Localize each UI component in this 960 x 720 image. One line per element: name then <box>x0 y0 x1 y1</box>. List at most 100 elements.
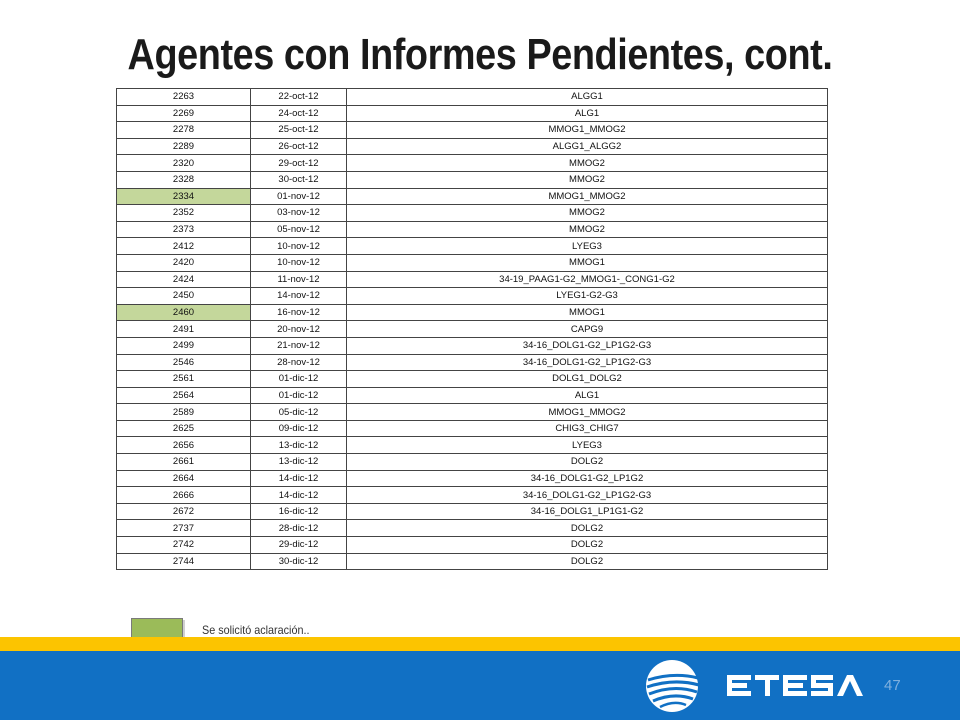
row-id-cell: 2412 <box>116 237 251 255</box>
row-code-cell: DOLG2 <box>346 519 828 538</box>
row-id-cell: 2672 <box>116 502 251 521</box>
row-code-cell: ALG1 <box>346 104 828 123</box>
row-date-cell: 28-nov-12 <box>250 353 347 372</box>
row-date-cell: 05-dic-12 <box>250 403 347 421</box>
table-row: 2320 29-oct-12 MMOG2 <box>116 154 828 172</box>
row-code-cell: MMOG1_MMOG2 <box>346 121 828 139</box>
table-row: 2564 01-dic-12 ALG1 <box>116 386 828 405</box>
table-row: 2589 05-dic-12 MMOG1_MMOG2 <box>116 403 828 421</box>
row-id-cell: 2278 <box>116 121 251 139</box>
row-id-cell: 2450 <box>116 287 251 305</box>
row-code-cell: DOLG2 <box>346 453 828 471</box>
table-row: 2412 10-nov-12 LYEG3 <box>116 237 828 255</box>
row-code-cell: DOLG1_DOLG2 <box>346 370 828 388</box>
row-code-cell: 34-16_DOLG1-G2_LP1G2-G3 <box>346 486 828 504</box>
row-code-cell: CAPG9 <box>346 320 828 338</box>
row-id-cell: 2589 <box>116 403 251 421</box>
row-code-cell: 34-16_DOLG1-G2_LP1G2-G3 <box>346 353 828 372</box>
row-id-cell: 2289 <box>116 137 251 156</box>
row-id-cell: 2656 <box>116 436 251 455</box>
row-id-cell: 2625 <box>116 419 251 438</box>
row-code-cell: 34-16_DOLG1-G2_LP1G2-G3 <box>346 336 828 355</box>
table-row: 2373 05-nov-12 MMOG2 <box>116 220 828 239</box>
row-id-cell: 2737 <box>116 519 251 538</box>
table-row: 2625 09-dic-12 CHIG3_CHIG7 <box>116 419 828 438</box>
row-date-cell: 13-dic-12 <box>250 436 347 455</box>
row-id-cell: 2352 <box>116 204 251 222</box>
legend-swatch <box>131 618 183 638</box>
etesa-logo <box>644 658 864 719</box>
row-code-cell: LYEG3 <box>346 436 828 455</box>
row-date-cell: 01-dic-12 <box>250 370 347 388</box>
row-date-cell: 26-oct-12 <box>250 137 347 156</box>
table-row: 2334 01-nov-12 MMOG1_MMOG2 <box>116 187 828 206</box>
table-row: 2499 21-nov-12 34-16_DOLG1-G2_LP1G2-G3 <box>116 336 828 355</box>
row-id-cell: 2666 <box>116 486 251 504</box>
table-row: 2352 03-nov-12 MMOG2 <box>116 204 828 222</box>
row-id-cell: 2328 <box>116 170 251 189</box>
etesa-globe-icon <box>646 660 863 712</box>
table-row: 2546 28-nov-12 34-16_DOLG1-G2_LP1G2-G3 <box>116 353 828 372</box>
table-row: 2744 30-dic-12 DOLG2 <box>116 552 828 571</box>
row-date-cell: 30-dic-12 <box>250 552 347 571</box>
row-id-cell: 2564 <box>116 386 251 405</box>
table-row: 2742 29-dic-12 DOLG2 <box>116 536 828 554</box>
table-row: 2424 11-nov-12 34-19_PAAG1-G2_MMOG1-_CONG1… <box>116 270 828 289</box>
row-code-cell: ALGG1_ALGG2 <box>346 137 828 156</box>
row-date-cell: 29-oct-12 <box>250 154 347 172</box>
row-code-cell: CHIG3_CHIG7 <box>346 419 828 438</box>
row-code-cell: MMOG2 <box>346 204 828 222</box>
table-row: 2656 13-dic-12 LYEG3 <box>116 436 828 455</box>
row-id-cell: 2269 <box>116 104 251 123</box>
row-id-cell: 2460 <box>116 303 251 322</box>
row-id-cell: 2742 <box>116 536 251 554</box>
row-code-cell: LYEG3 <box>346 237 828 255</box>
row-date-cell: 22-oct-12 <box>250 88 347 106</box>
table-row: 2328 30-oct-12 MMOG2 <box>116 170 828 189</box>
row-id-cell: 2263 <box>116 88 251 106</box>
table-row: 2737 28-dic-12 DOLG2 <box>116 519 828 538</box>
pending-reports-table: 2263 22-oct-12 ALGG1 2269 24-oct-12 ALG1 2278 2… <box>116 88 828 571</box>
row-code-cell: ALGG1 <box>346 88 828 106</box>
row-id-cell: 2546 <box>116 353 251 372</box>
row-date-cell: 14-nov-12 <box>250 287 347 305</box>
table-row: 2450 14-nov-12 LYEG1-G2-G3 <box>116 287 828 305</box>
row-date-cell: 16-nov-12 <box>250 303 347 322</box>
row-code-cell: MMOG2 <box>346 154 828 172</box>
row-id-cell: 2491 <box>116 320 251 338</box>
row-code-cell: MMOG2 <box>346 220 828 239</box>
row-id-cell: 2661 <box>116 453 251 471</box>
row-id-cell: 2334 <box>116 187 251 206</box>
table-row: 2666 14-dic-12 34-16_DOLG1-G2_LP1G2-G3 <box>116 486 828 504</box>
row-date-cell: 09-dic-12 <box>250 419 347 438</box>
row-date-cell: 01-nov-12 <box>250 187 347 206</box>
row-code-cell: DOLG2 <box>346 536 828 554</box>
row-date-cell: 24-oct-12 <box>250 104 347 123</box>
row-code-cell: LYEG1-G2-G3 <box>346 287 828 305</box>
row-date-cell: 28-dic-12 <box>250 519 347 538</box>
table-row: 2278 25-oct-12 MMOG1_MMOG2 <box>116 121 828 139</box>
row-date-cell: 20-nov-12 <box>250 320 347 338</box>
row-id-cell: 2499 <box>116 336 251 355</box>
slide-title: Agentes con Informes Pendientes, cont. <box>127 30 833 79</box>
row-date-cell: 14-dic-12 <box>250 469 347 488</box>
row-date-cell: 10-nov-12 <box>250 253 347 272</box>
row-date-cell: 01-dic-12 <box>250 386 347 405</box>
row-id-cell: 2664 <box>116 469 251 488</box>
table-row: 2263 22-oct-12 ALGG1 <box>116 88 828 106</box>
table-row: 2661 13-dic-12 DOLG2 <box>116 453 828 471</box>
row-code-cell: 34-19_PAAG1-G2_MMOG1-_CONG1-G2 <box>346 270 828 289</box>
row-code-cell: MMOG1 <box>346 303 828 322</box>
row-code-cell: MMOG1_MMOG2 <box>346 403 828 421</box>
row-date-cell: 21-nov-12 <box>250 336 347 355</box>
row-date-cell: 14-dic-12 <box>250 486 347 504</box>
row-date-cell: 30-oct-12 <box>250 170 347 189</box>
row-code-cell: MMOG1 <box>346 253 828 272</box>
footer-yellow-band <box>0 637 960 651</box>
row-date-cell: 13-dic-12 <box>250 453 347 471</box>
table-row: 2491 20-nov-12 CAPG9 <box>116 320 828 338</box>
table-body: 2263 22-oct-12 ALGG1 2269 24-oct-12 ALG1 2278 2… <box>116 88 828 571</box>
table-row: 2672 16-dic-12 34-16_DOLG1_LP1G1-G2 <box>116 502 828 521</box>
row-id-cell: 2373 <box>116 220 251 239</box>
row-id-cell: 2561 <box>116 370 251 388</box>
